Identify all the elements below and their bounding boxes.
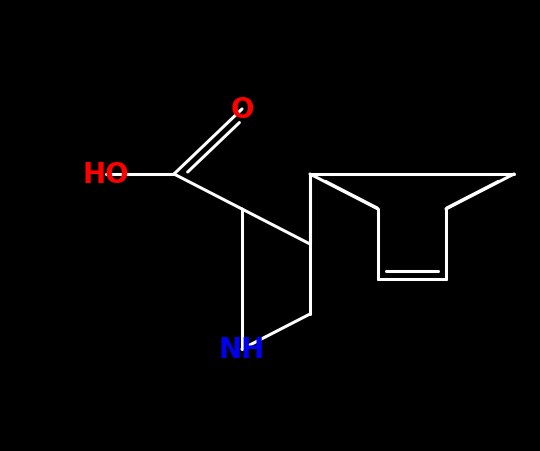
- Text: NH: NH: [219, 335, 265, 363]
- Text: HO: HO: [83, 161, 129, 189]
- Text: O: O: [230, 96, 254, 124]
